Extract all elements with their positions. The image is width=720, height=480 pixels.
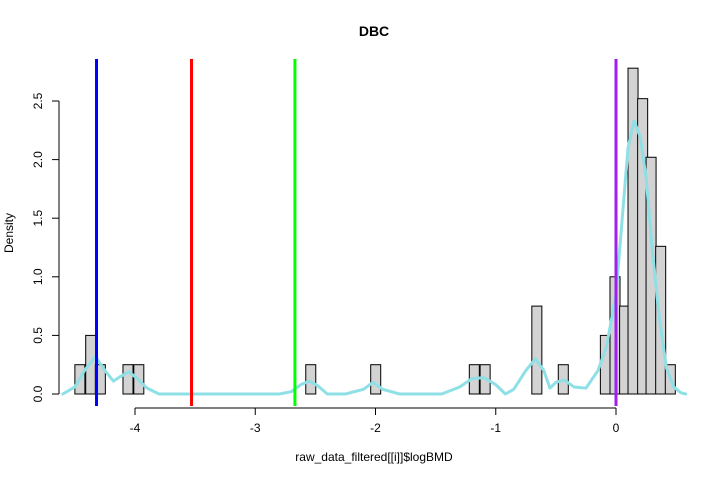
x-tick-label: -2 [370, 421, 381, 435]
y-tick-label: 2.5 [31, 92, 45, 109]
x-tick-label: -3 [250, 421, 261, 435]
y-axis: 0.0 0.5 1.0 1.5 2.0 2.5 [31, 92, 60, 402]
y-tick-label: 1.0 [31, 268, 45, 285]
y-tick-label: 0.5 [31, 327, 45, 344]
histogram-bar [370, 364, 382, 395]
x-tick-label: -1 [490, 421, 501, 435]
x-axis: -4 -3 -2 -1 0 [130, 407, 620, 435]
y-axis-label: Density [2, 213, 16, 253]
density-curve [61, 119, 688, 396]
density-layer [61, 119, 688, 396]
histogram-bar [627, 67, 639, 395]
histogram-bar [531, 305, 543, 395]
x-axis-label: raw_data_filtered[[i]]$logBMD [295, 450, 453, 464]
vertical-lines-layer [95, 59, 618, 406]
y-tick-label: 0.0 [31, 385, 45, 402]
chart-title: DBC [359, 23, 389, 39]
histogram-bar [305, 364, 317, 395]
y-tick-label: 1.5 [31, 210, 45, 227]
histogram-bar [599, 334, 611, 395]
x-tick-label: -4 [130, 421, 141, 435]
histogram-bar [122, 364, 134, 395]
y-tick-label: 2.0 [31, 151, 45, 168]
x-tick-label: 0 [613, 421, 620, 435]
